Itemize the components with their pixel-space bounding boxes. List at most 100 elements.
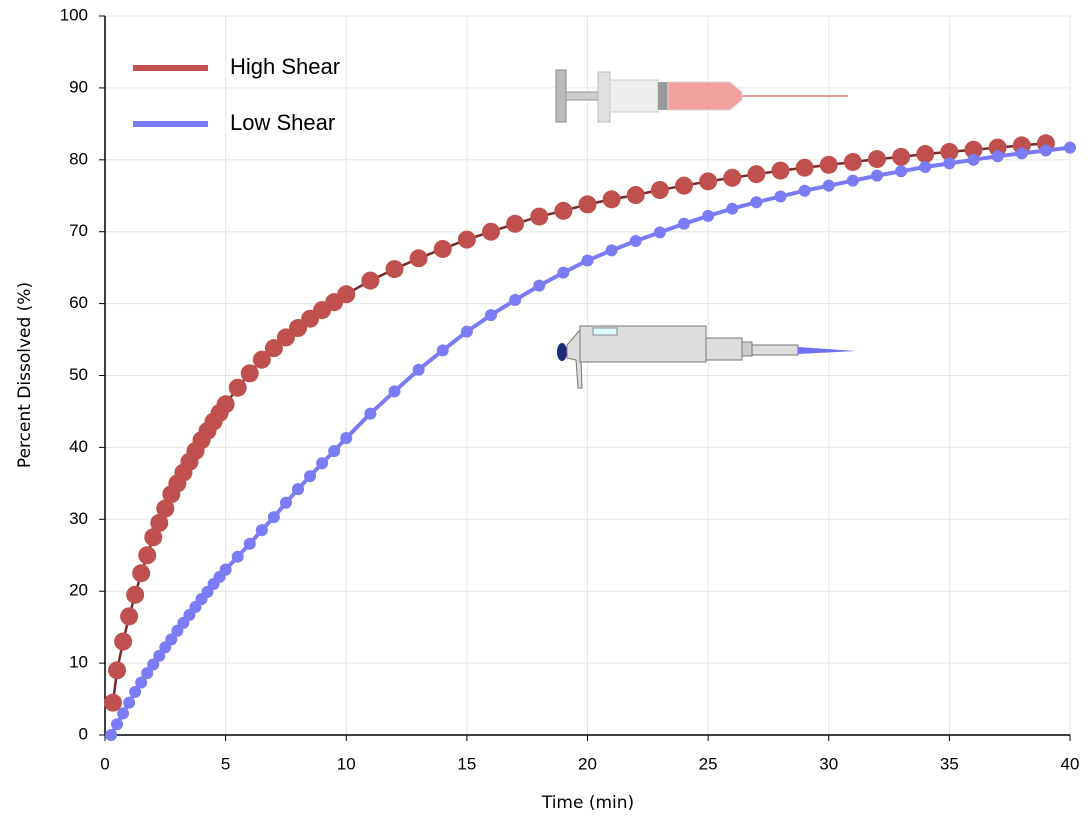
data-point [530,207,549,226]
data-point [409,249,428,268]
series [103,134,1055,712]
data-point [364,407,377,420]
data-point [602,190,621,209]
data-point [153,649,166,662]
data-point [892,147,911,166]
data-point [678,217,690,230]
data-point [653,226,666,239]
data-point [105,729,118,741]
data-point [822,179,835,192]
data-point [581,254,594,267]
data-point [675,176,693,195]
data-point [506,214,525,233]
data-point [114,632,133,651]
data-point [129,685,142,698]
series-line [111,142,1046,703]
x-tick-label: 30 [819,754,838,773]
data-point [328,444,341,457]
data-point [916,145,935,164]
data-point [147,658,160,671]
y-tick-label: 90 [69,77,88,96]
data-point [940,142,959,161]
data-point [108,661,127,680]
data-point [871,169,883,182]
y-axis-title: Percent Dissolved (%) [15,282,35,468]
data-point [650,180,669,199]
data-point [304,470,317,483]
data-point [340,432,353,445]
data-point [316,457,329,470]
data-point [150,513,169,532]
data-point [509,294,522,307]
x-tick-label: 40 [1061,754,1080,773]
y-tick-label: 20 [69,581,88,600]
data-point [919,160,932,173]
data-point [388,385,401,398]
series-line [109,145,1071,736]
data-point [132,564,151,583]
data-point [895,165,908,178]
data-point [723,168,742,187]
data-point [240,364,259,383]
legend-label: High Shear [230,54,340,79]
y-tick-label: 70 [69,221,88,240]
data-point [557,266,570,279]
data-point [279,496,292,509]
data-point [554,201,573,220]
x-axis-title: Time (min) [541,793,634,813]
series [105,141,1076,741]
data-point [433,239,452,258]
data-point [1064,141,1076,154]
data-point [255,524,268,537]
data-point [795,158,814,177]
x-tick-label: 35 [940,754,959,773]
data-point [135,676,148,689]
data-point [482,222,500,241]
data-point [578,195,597,214]
data-point [702,209,715,222]
data-point [138,546,157,565]
x-tick-label: 0 [100,754,109,773]
data-point [1039,144,1052,157]
data-point [126,585,145,604]
x-tick-label: 25 [699,754,718,773]
data-point [111,718,124,731]
data-point [361,271,380,290]
pipette-icon [557,325,856,389]
data-point [726,202,739,215]
y-tick-label: 100 [60,5,88,24]
data-point [103,693,122,712]
data-point [457,230,476,249]
y-tick-label: 80 [69,149,88,168]
data-point [750,196,763,209]
y-tick-label: 60 [69,293,88,312]
y-tick-label: 10 [69,653,88,672]
data-point [243,537,256,550]
data-point [533,279,546,292]
data-point [943,157,956,170]
data-point [819,155,838,174]
data-point [120,607,139,626]
data-point [626,186,645,205]
data-point [141,667,154,680]
y-tick-label: 50 [69,365,88,384]
data-point [123,696,136,709]
data-point [337,285,356,304]
data-point [219,563,232,576]
y-tick-label: 0 [79,724,88,743]
data-point [846,174,859,187]
x-tick-label: 15 [457,754,476,773]
data-point [843,152,862,171]
data-point [629,235,642,248]
y-tick-label: 30 [69,509,88,528]
data-point [264,339,283,358]
legend-label: Low Shear [230,110,335,135]
data-point [156,499,175,518]
data-point [798,184,811,197]
data-point [699,172,718,191]
syringe-icon [555,69,848,123]
data-point [774,190,787,203]
data-point [485,309,497,322]
data-point [605,244,618,257]
